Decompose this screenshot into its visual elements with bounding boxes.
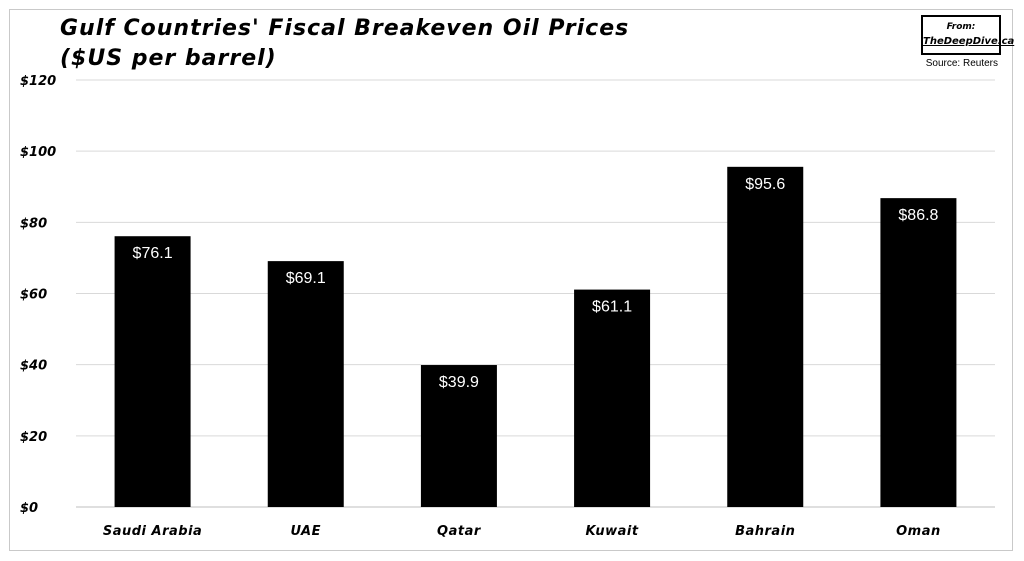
x-tick-label: Bahrain bbox=[735, 524, 795, 539]
y-tick-label: $100 bbox=[20, 145, 56, 160]
y-tick-label: $0 bbox=[20, 501, 38, 516]
y-tick-label: $40 bbox=[20, 359, 47, 374]
bar bbox=[420, 365, 497, 507]
data-label: $86.8 bbox=[898, 207, 938, 224]
source-note: Source: Reuters bbox=[925, 58, 998, 69]
chart-title: Gulf Countries' Fiscal Breakeven Oil Pri… bbox=[60, 14, 629, 74]
data-label: $69.1 bbox=[286, 270, 326, 287]
x-tick-label: Kuwait bbox=[586, 524, 639, 539]
y-tick-label: $20 bbox=[20, 430, 47, 445]
bar bbox=[727, 166, 804, 507]
chart-title-line2: ($US per barrel) bbox=[60, 46, 277, 71]
bar bbox=[880, 198, 957, 508]
x-tick-label: Qatar bbox=[437, 524, 482, 539]
y-tick-label: $80 bbox=[20, 216, 47, 231]
data-label: $39.9 bbox=[439, 374, 479, 391]
badge-from: From: bbox=[946, 22, 976, 32]
x-tick-label: UAE bbox=[291, 524, 321, 539]
data-label: $76.1 bbox=[133, 245, 173, 262]
data-label: $95.6 bbox=[745, 176, 785, 193]
chart-title-line1: Gulf Countries' Fiscal Breakeven Oil Pri… bbox=[60, 16, 630, 41]
y-tick-label: $120 bbox=[20, 74, 56, 89]
bar bbox=[574, 289, 651, 507]
bar bbox=[267, 261, 344, 507]
badge-site: TheDeepDive.ca bbox=[923, 36, 1015, 47]
data-label: $61.1 bbox=[592, 299, 632, 316]
y-tick-label: $60 bbox=[20, 288, 47, 303]
x-tick-label: Saudi Arabia bbox=[103, 524, 202, 539]
source-badge: From: TheDeepDive.ca bbox=[921, 15, 1015, 55]
x-tick-label: Oman bbox=[896, 524, 941, 539]
bar bbox=[114, 236, 191, 508]
